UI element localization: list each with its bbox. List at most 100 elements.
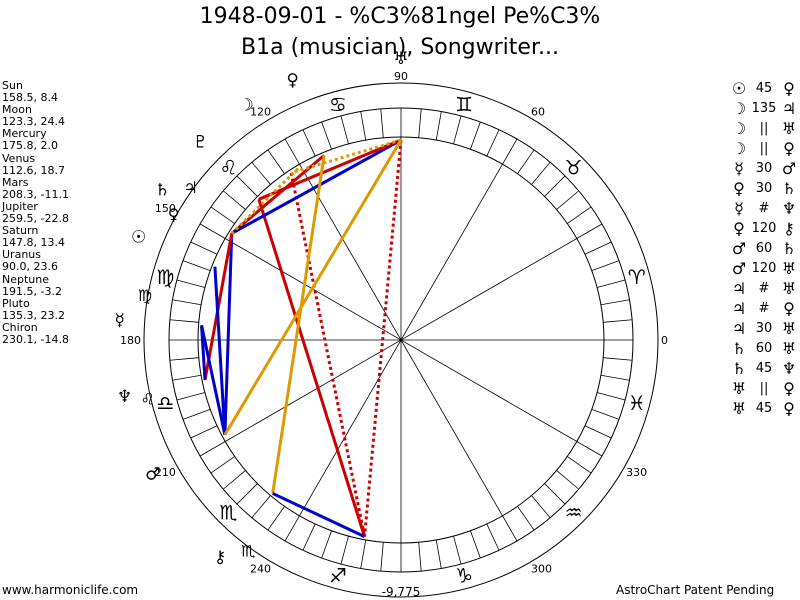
- degree-tick: [418, 542, 422, 572]
- degree-tick: [596, 392, 626, 401]
- aspect-planet-1: ♄: [731, 358, 747, 378]
- aspect-planet-2: ♅: [781, 318, 797, 338]
- zodiac-sign-glyph: ♊: [455, 92, 473, 116]
- degree-tick: [576, 441, 603, 457]
- degree-tick: [360, 539, 367, 569]
- degree-tick: [236, 483, 258, 505]
- aspect-row: ♅ 45 ♀: [728, 398, 800, 418]
- aspect-row: ♀ 120 ⚷: [728, 218, 800, 238]
- planet-glyph: ☉: [131, 228, 146, 248]
- aspect-planet-1: ♅: [731, 398, 747, 418]
- patent-footer: AstroChart Patent Pending: [616, 583, 775, 597]
- degree-label: 300: [531, 563, 552, 576]
- zodiac-sign-glyph: ♌: [219, 155, 237, 179]
- aspect-row: ♃ # ♅: [728, 278, 800, 298]
- zodiac-sign-glyph: ♒: [565, 501, 583, 525]
- degree-tick: [453, 115, 462, 145]
- aspect-type: #: [758, 200, 770, 216]
- degree-tick: [470, 121, 481, 150]
- degree-tick: [380, 108, 384, 138]
- aspect-line: [213, 266, 227, 435]
- aspect-row: ☉ 45 ♀: [728, 78, 800, 98]
- planet-values-jupiter: 259.5, -22.8: [2, 212, 69, 226]
- degree-tick: [321, 530, 332, 559]
- aspect-planet-1: ♂: [731, 238, 747, 258]
- aspect-planet-2: ♀: [783, 398, 795, 418]
- degree-tick: [172, 299, 202, 306]
- degree-tick: [251, 162, 271, 185]
- degree-tick: [531, 162, 551, 185]
- degree-tick: [470, 530, 481, 559]
- degree-tick: [176, 279, 206, 288]
- degree-tick: [182, 260, 211, 271]
- aspect-type: 30: [755, 320, 773, 336]
- aspect-planet-2: ♀: [783, 78, 795, 98]
- aspect-planet-1: ☿: [734, 198, 744, 218]
- degree-tick: [435, 539, 442, 569]
- aspect-row: ♂ 120 ♅: [728, 258, 800, 278]
- aspect-type: ||: [759, 140, 769, 156]
- bottom-value-label: -9,775: [382, 585, 421, 599]
- aspect-planet-1: ♃: [731, 298, 747, 318]
- aspect-planet-1: ♄: [731, 338, 747, 358]
- aspect-row: ☽ || ♀: [728, 138, 800, 158]
- aspect-type: 60: [755, 340, 773, 356]
- aspect-line: [257, 198, 366, 538]
- aspect-line: [363, 139, 403, 537]
- degree-tick: [199, 441, 226, 457]
- degree-tick: [556, 190, 579, 210]
- website-footer[interactable]: www.harmoniclife.com: [2, 583, 139, 597]
- aspect-type: 120: [751, 260, 777, 276]
- aspect-planet-2: ♂: [781, 158, 797, 178]
- degree-tick: [176, 392, 206, 401]
- degree-tick: [486, 523, 500, 551]
- degree-tick: [190, 241, 218, 255]
- aspect-line: [272, 492, 366, 539]
- aspect-type: 45: [755, 360, 773, 376]
- planet-glyph: ♂: [145, 465, 160, 485]
- degree-label: 330: [626, 466, 647, 479]
- aspect-row: ☽ || ♅: [728, 118, 800, 138]
- aspect-row: ♄ 45 ♆: [728, 358, 800, 378]
- house-division-line: [224, 238, 578, 442]
- aspect-planet-1: ♂: [731, 258, 747, 278]
- wheel-glyph: ♏: [241, 541, 255, 560]
- planet-name-moon: Moon: [2, 103, 32, 117]
- wheel-glyph: ♃: [183, 178, 197, 197]
- degree-tick: [169, 357, 199, 361]
- degree-tick: [172, 374, 202, 381]
- degree-tick: [517, 506, 535, 531]
- degree-label: 0: [661, 334, 668, 347]
- aspect-planet-2: ⚷: [783, 218, 795, 238]
- planet-glyph: ♆: [117, 387, 132, 407]
- degree-tick: [340, 535, 349, 565]
- aspect-planet-1: ♅: [731, 378, 747, 398]
- aspect-row: ☽ 135 ♃: [728, 98, 800, 118]
- aspect-row: ☿ # ♆: [728, 198, 800, 218]
- zodiac-sign-glyph: ♎: [156, 391, 174, 415]
- degree-label: 270: [391, 598, 412, 600]
- aspect-planet-2: ♄: [781, 178, 797, 198]
- degree-tick: [302, 129, 316, 157]
- planet-values-venus: 112.6, 18.7: [2, 163, 65, 177]
- degree-tick: [517, 149, 535, 174]
- degree-tick: [321, 121, 332, 150]
- aspect-type: 60: [755, 240, 773, 256]
- planet-position-list: Sun 158.5, 8.4 Moon 123.3, 24.4 Mercury 175.8…: [2, 79, 69, 346]
- aspect-planet-1: ☽: [731, 118, 747, 138]
- degree-tick: [380, 542, 384, 572]
- aspect-planet-1: ☽: [731, 138, 747, 158]
- degree-tick: [600, 374, 630, 381]
- aspect-line: [290, 138, 402, 175]
- degree-tick: [567, 456, 592, 474]
- zodiac-sign-glyph: ♉: [565, 155, 583, 179]
- degree-tick: [340, 115, 349, 145]
- degree-tick: [544, 483, 566, 505]
- degree-tick: [502, 138, 518, 165]
- aspect-line: [200, 325, 227, 436]
- degree-tick: [251, 495, 271, 518]
- planet-name-pluto: Pluto: [2, 296, 30, 310]
- aspect-row: ♅ || ♀: [728, 378, 800, 398]
- aspect-table: ☉ 45 ♀ ☽ 135 ♃ ☽ || ♅ ☽ || ♀ ☿ 30 ♂ ♀ 30 ♄ ☿ # ♆ ♀ 120 ⚷ ♂ 60 ♄ ♂ 12…: [728, 78, 800, 418]
- aspect-row: ♀ 30 ♄: [728, 178, 800, 198]
